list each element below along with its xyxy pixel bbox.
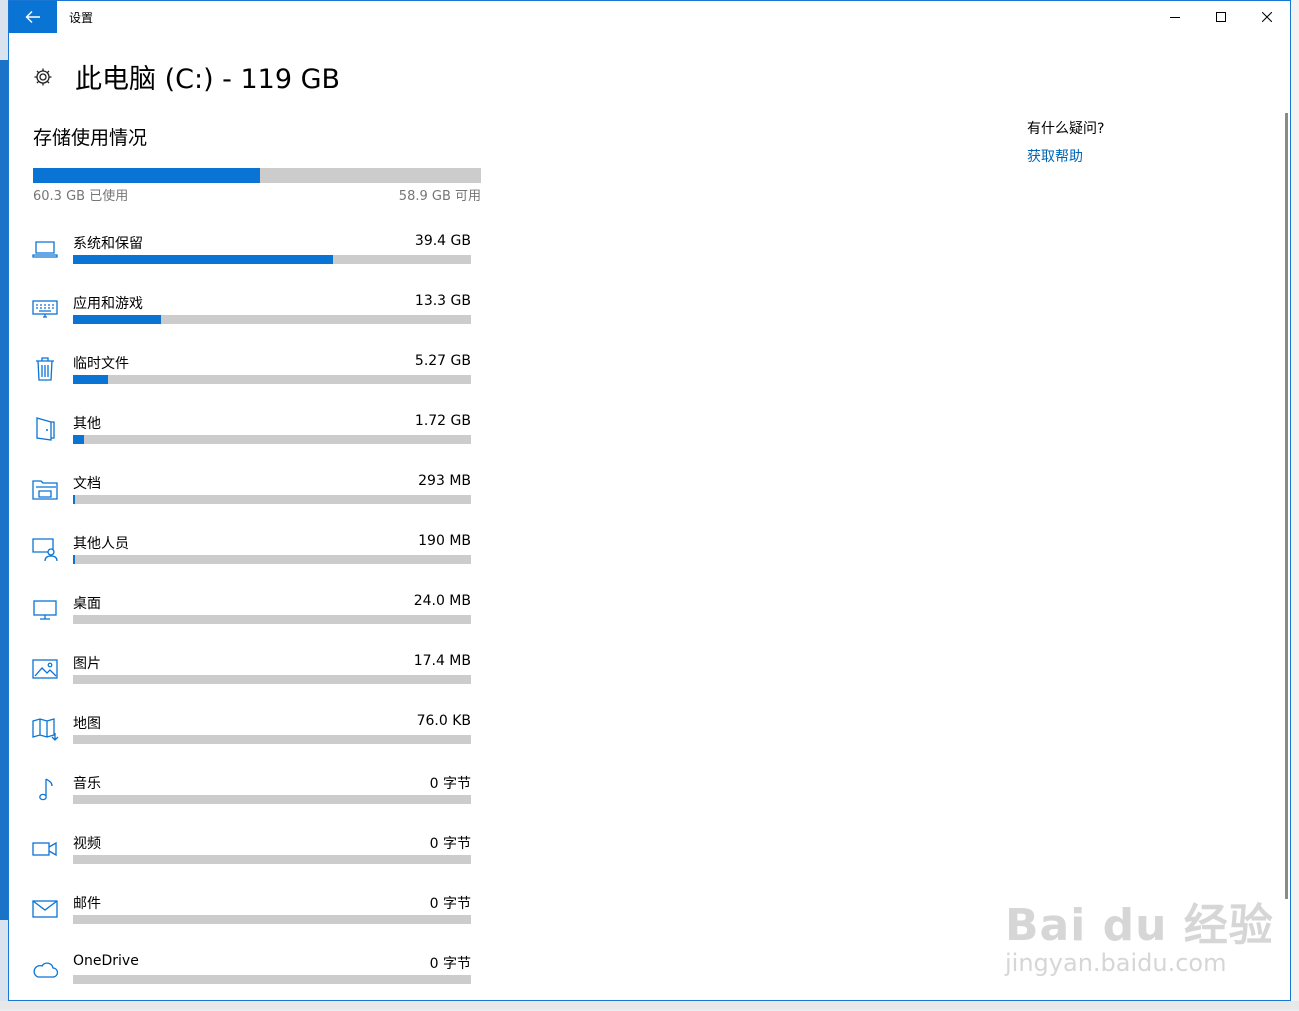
category-size: 293 MB <box>418 473 471 489</box>
total-usage-bar <box>33 168 481 183</box>
category-size: 13.3 GB <box>414 293 471 309</box>
category-item[interactable]: 应用和游戏 13.3 GB <box>27 293 479 351</box>
category-size: 0 字节 <box>429 956 471 972</box>
back-button[interactable] <box>9 1 57 33</box>
close-button[interactable] <box>1244 1 1290 33</box>
category-size: 5.27 GB <box>414 353 471 369</box>
map-icon <box>32 718 59 741</box>
category-bar <box>73 855 471 864</box>
category-bar-fill <box>73 375 108 384</box>
desktop-accent <box>0 60 8 920</box>
category-size: 0 字节 <box>429 836 471 852</box>
category-bar-fill <box>73 255 333 264</box>
category-bar <box>73 435 471 444</box>
category-bar <box>73 915 471 924</box>
minimize-button[interactable] <box>1152 1 1198 33</box>
desktop-left-edge <box>0 0 8 1009</box>
category-bar <box>73 795 471 804</box>
cloud-icon <box>33 962 59 978</box>
category-name: OneDrive <box>73 953 139 969</box>
category-name: 文档 <box>73 476 101 492</box>
window-title: 设置 <box>69 11 94 25</box>
category-bar-fill <box>73 435 85 444</box>
help-question: 有什么疑问? <box>1027 121 1105 137</box>
category-size: 17.4 MB <box>413 653 471 669</box>
category-name: 临时文件 <box>73 356 129 372</box>
door-icon <box>36 417 55 441</box>
category-name: 桌面 <box>73 596 101 612</box>
keyboard-icon <box>32 300 58 318</box>
page-header: 此电脑 (C:) - 119 GB <box>33 57 340 96</box>
category-name: 视频 <box>73 836 101 852</box>
category-size: 190 MB <box>418 533 471 549</box>
category-item[interactable]: 音乐 0 字节 <box>27 775 479 831</box>
category-bar <box>73 375 471 384</box>
get-help-link[interactable]: 获取帮助 <box>1027 149 1083 165</box>
user-screen-icon <box>32 538 58 562</box>
category-size: 24.0 MB <box>413 593 471 609</box>
category-size: 76.0 KB <box>416 713 471 729</box>
trash-icon <box>36 357 54 381</box>
category-size: 1.72 GB <box>414 413 471 429</box>
watermark-logo: Bai du 经验 <box>1005 900 1274 951</box>
category-item[interactable]: 文档 293 MB <box>27 473 479 531</box>
category-bar <box>73 675 471 684</box>
category-bar <box>73 975 471 984</box>
picture-icon <box>32 659 58 679</box>
watermark-url: jingyan.baidu.com <box>1005 949 1227 977</box>
gear-icon <box>34 68 52 85</box>
category-name: 邮件 <box>73 896 101 912</box>
category-item[interactable]: 桌面 24.0 MB <box>27 593 479 651</box>
category-bar <box>73 495 471 504</box>
category-item[interactable]: 其他人员 190 MB <box>27 533 479 591</box>
category-bar-fill <box>73 495 75 504</box>
music-icon <box>39 778 53 801</box>
category-name: 其他人员 <box>73 536 129 552</box>
category-item[interactable]: 邮件 0 字节 <box>27 895 479 951</box>
mail-icon <box>32 900 58 918</box>
maximize-button[interactable] <box>1198 1 1244 33</box>
category-item[interactable]: 临时文件 5.27 GB <box>27 353 479 411</box>
arrow-left-icon <box>25 11 40 23</box>
category-name: 应用和游戏 <box>73 296 143 312</box>
category-item[interactable]: 图片 17.4 MB <box>27 653 479 711</box>
category-name: 图片 <box>73 656 101 672</box>
category-item[interactable]: OneDrive 0 字节 <box>27 953 479 1011</box>
maximize-icon <box>1216 12 1226 22</box>
close-icon <box>1262 12 1272 22</box>
category-item[interactable]: 系统和保留 39.4 GB <box>27 233 479 291</box>
category-item[interactable]: 地图 76.0 KB <box>27 713 479 771</box>
title-bar: 设置 <box>9 1 1290 33</box>
free-label: 58.9 GB 可用 <box>398 189 481 204</box>
monitor-icon <box>33 600 57 620</box>
section-title: 存储使用情况 <box>33 127 148 149</box>
category-name: 音乐 <box>73 776 101 792</box>
desktop-bottom-edge <box>0 1001 1299 1009</box>
category-bar <box>73 255 471 264</box>
category-name: 地图 <box>73 716 101 732</box>
video-icon <box>32 841 57 857</box>
category-bar-fill <box>73 555 75 564</box>
folder-icon <box>32 480 58 500</box>
category-bar <box>73 615 471 624</box>
category-size: 0 字节 <box>429 776 471 792</box>
category-item[interactable]: 其他 1.72 GB <box>27 413 479 471</box>
category-name: 系统和保留 <box>73 236 143 252</box>
total-usage-fill <box>33 168 260 183</box>
category-item[interactable]: 视频 0 字节 <box>27 835 479 891</box>
settings-window: 设置 此电脑 (C:) - 119 GB 存储使用情况 60.3 GB 已使用 … <box>8 0 1291 1001</box>
category-size: 0 字节 <box>429 896 471 912</box>
minimize-icon <box>1170 17 1180 18</box>
scrollbar[interactable] <box>1285 113 1288 899</box>
category-bar <box>73 735 471 744</box>
desktop-right-edge <box>1291 0 1299 1009</box>
category-bar <box>73 555 471 564</box>
page-title: 此电脑 (C:) - 119 GB <box>75 64 341 95</box>
laptop-icon <box>32 241 58 258</box>
category-size: 39.4 GB <box>414 233 471 249</box>
category-bar-fill <box>73 315 161 324</box>
category-name: 其他 <box>73 416 101 432</box>
category-bar <box>73 315 471 324</box>
used-label: 60.3 GB 已使用 <box>33 189 129 204</box>
